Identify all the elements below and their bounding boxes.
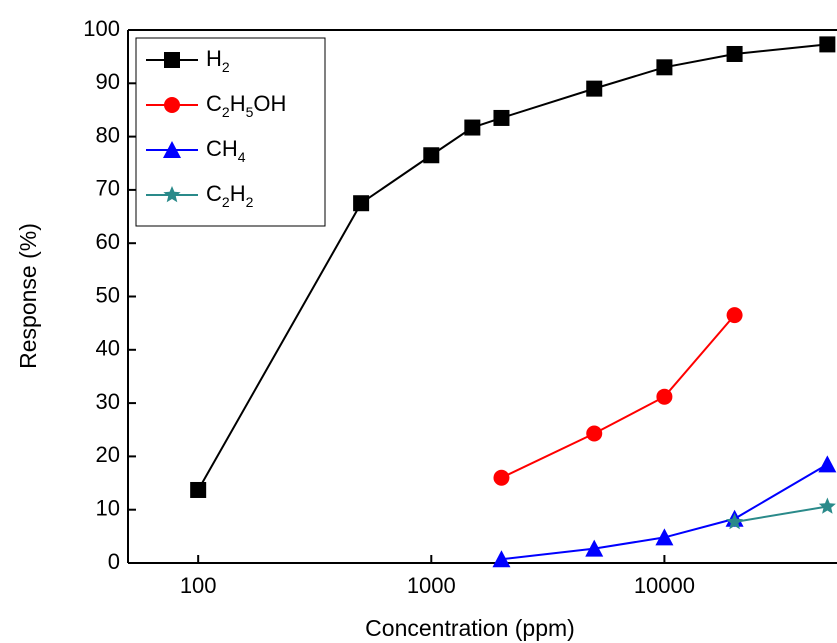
legend-marker <box>164 52 180 68</box>
y-tick-label: 20 <box>96 442 120 467</box>
data-point <box>423 147 440 164</box>
data-point <box>492 550 511 568</box>
legend-label: H2 <box>206 46 230 75</box>
y-tick-label: 30 <box>96 389 120 414</box>
x-tick-label: 100 <box>180 573 217 598</box>
data-point <box>656 59 673 76</box>
series-line <box>734 505 828 523</box>
y-tick-label: 60 <box>96 229 120 254</box>
legend-label: C2H5OH <box>206 91 286 120</box>
data-point <box>726 513 744 530</box>
y-tick-label: 40 <box>96 336 120 361</box>
y-axis-title: Response (%) <box>15 223 41 369</box>
data-point <box>493 469 510 486</box>
y-tick-label: 70 <box>96 176 120 201</box>
data-point <box>655 528 674 546</box>
legend-marker <box>163 186 181 203</box>
data-point <box>493 109 510 126</box>
series-line <box>197 43 828 491</box>
x-tick-label: 10000 <box>634 573 695 598</box>
data-point <box>586 425 603 442</box>
y-tick-label: 0 <box>108 549 120 574</box>
legend-label: C2H2 <box>206 181 254 210</box>
data-point <box>818 497 836 514</box>
x-axis-title: Concentration (ppm) <box>365 615 575 641</box>
data-point <box>585 539 604 557</box>
y-tick-label: 100 <box>83 16 120 41</box>
y-tick-label: 10 <box>96 496 120 521</box>
legend-box <box>135 37 326 227</box>
data-point <box>726 45 743 62</box>
legend-label: CH4 <box>206 136 246 165</box>
data-point <box>656 388 673 405</box>
y-tick-label: 80 <box>96 122 120 147</box>
data-point <box>818 455 837 473</box>
series-line <box>501 314 736 479</box>
data-point <box>586 80 603 97</box>
data-point <box>190 481 207 498</box>
data-point <box>726 307 743 324</box>
legend-marker <box>164 97 180 113</box>
data-point <box>819 36 836 53</box>
y-tick-label: 50 <box>96 282 120 307</box>
y-tick-label: 90 <box>96 69 120 94</box>
data-point <box>464 119 481 136</box>
data-point <box>353 195 370 212</box>
x-tick-label: 1000 <box>407 573 456 598</box>
legend-marker <box>163 141 181 158</box>
